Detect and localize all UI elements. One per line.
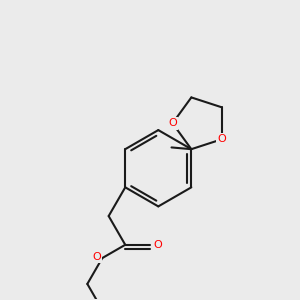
Text: O: O: [92, 252, 101, 262]
Text: O: O: [153, 240, 162, 250]
Text: O: O: [218, 134, 226, 144]
Text: O: O: [168, 118, 177, 128]
